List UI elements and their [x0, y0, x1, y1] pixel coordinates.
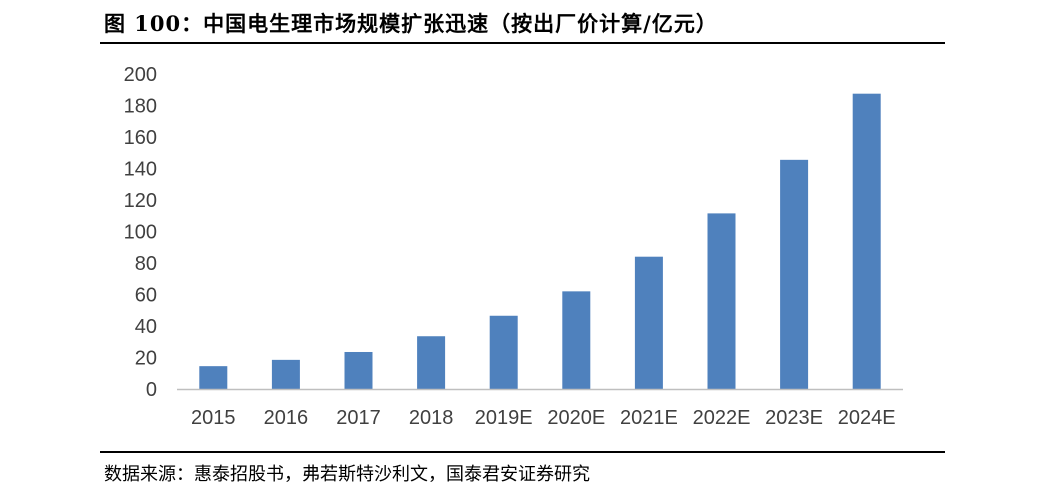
- bar-2018: [417, 336, 446, 389]
- y-tick-label: 160: [124, 127, 157, 149]
- bar-2024E: [852, 93, 881, 389]
- source-note: 数据来源：惠泰招股书，弗若斯特沙利文，国泰君安证券研究: [104, 464, 590, 485]
- bar-2020E: [562, 291, 591, 389]
- bar-2016: [271, 359, 300, 389]
- x-tick-label: 2022E: [693, 407, 751, 429]
- x-tick-label: 2023E: [765, 407, 823, 429]
- x-tick-label: 2021E: [620, 407, 678, 429]
- y-tick-label: 200: [124, 64, 157, 86]
- x-tick-label: 2016: [264, 407, 309, 429]
- x-tick-label: 2017: [336, 407, 381, 429]
- y-tick-label: 180: [124, 96, 157, 118]
- x-axis-labels: 2015 2016 2017 2018 2019E 2020E 2021E 2022E 2023…: [191, 407, 896, 429]
- y-tick-label: 140: [124, 159, 157, 181]
- y-tick-label: 20: [135, 348, 157, 370]
- bar-2023E: [780, 159, 809, 389]
- bar-2021E: [634, 256, 663, 389]
- title-divider: [100, 42, 945, 44]
- x-tick-label: 2020E: [547, 407, 605, 429]
- y-tick-label: 100: [124, 222, 157, 244]
- y-tick-label: 80: [135, 253, 157, 275]
- bar-2017: [344, 351, 373, 389]
- source-divider: [100, 451, 945, 453]
- x-tick-label: 2015: [191, 407, 236, 429]
- y-tick-label: 60: [135, 285, 157, 307]
- bar-2015: [199, 366, 228, 389]
- chart-title: 图 100：中国电生理市场规模扩张迅速（按出厂价计算/亿元）: [104, 11, 718, 36]
- y-tick-label: 40: [135, 316, 157, 338]
- x-tick-label: 2018: [409, 407, 454, 429]
- x-tick-label: 2024E: [838, 407, 896, 429]
- y-tick-label: 0: [146, 379, 157, 401]
- bar-series: [199, 93, 881, 389]
- bar-2019E: [489, 315, 518, 389]
- x-tick-label: 2019E: [475, 407, 533, 429]
- y-axis-ticks: 0 20 40 60 80 100 120 140 160 180 200: [124, 64, 157, 401]
- bar-2022E: [707, 213, 736, 389]
- y-tick-label: 120: [124, 190, 157, 212]
